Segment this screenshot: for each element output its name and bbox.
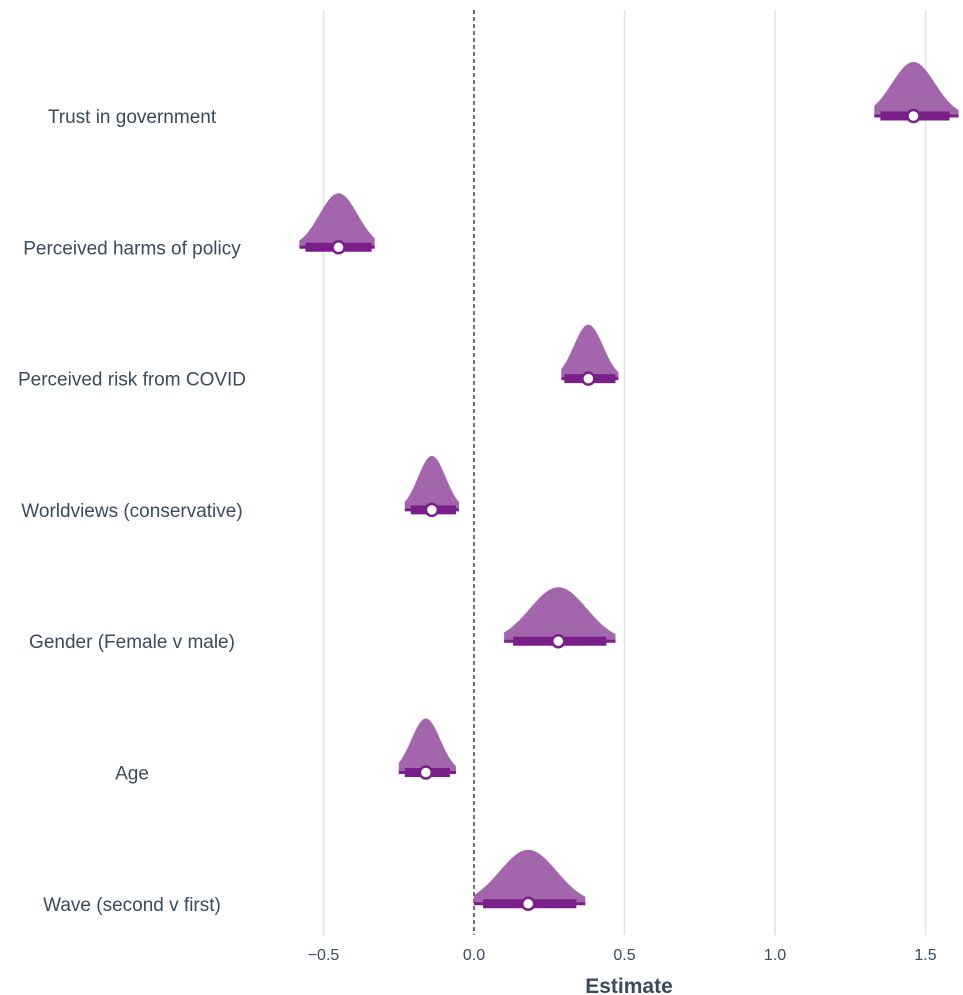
grid-lines — [322, 10, 927, 935]
data-rows: Trust in government Perceived harms of po… — [18, 62, 959, 916]
row-label: Perceived risk from COVID — [18, 370, 246, 391]
point-estimate — [424, 502, 440, 518]
row-perceived-harms-of-policy: Perceived harms of policy — [23, 193, 375, 259]
point-estimate — [581, 371, 596, 386]
row-label: Perceived harms of policy — [23, 238, 241, 259]
x-tick-label: 1.5 — [914, 947, 936, 964]
row-trust-in-government: Trust in government — [48, 62, 959, 128]
row-label: Age — [115, 764, 149, 785]
row-worldviews-conservative: Worldviews (conservative) — [21, 455, 459, 522]
row-label: Gender (Female v male) — [29, 632, 235, 653]
density-shape — [561, 324, 619, 379]
density-shape — [299, 193, 375, 248]
density-shape — [474, 849, 586, 904]
row-label: Trust in government — [48, 107, 217, 128]
row-age: Age — [115, 718, 456, 785]
x-tick-label: 1.0 — [764, 947, 786, 964]
point-estimate — [906, 108, 921, 124]
x-axis-ticks: −0.5 0.0 0.5 1.0 1.5 — [308, 947, 937, 964]
row-perceived-risk-from-covid: Perceived risk from COVID — [18, 324, 619, 391]
x-tick-label: 0.5 — [613, 947, 635, 964]
row-wave-second-v-first: Wave (second v first) — [43, 849, 586, 916]
point-estimate — [331, 240, 346, 255]
row-gender-female-v-male: Gender (Female v male) — [29, 587, 616, 653]
x-tick-label: 0.0 — [463, 947, 485, 964]
density-shape — [504, 587, 616, 642]
row-label: Wave (second v first) — [43, 895, 221, 916]
x-axis-title: Estimate — [585, 975, 673, 995]
density-shape — [874, 62, 959, 116]
point-estimate — [551, 633, 566, 649]
point-estimate — [418, 765, 434, 780]
row-label: Worldviews (conservative) — [21, 501, 242, 522]
density-shape — [398, 718, 456, 773]
point-estimate — [520, 896, 536, 912]
density-shape — [404, 455, 459, 510]
x-tick-label: −0.5 — [308, 947, 340, 964]
